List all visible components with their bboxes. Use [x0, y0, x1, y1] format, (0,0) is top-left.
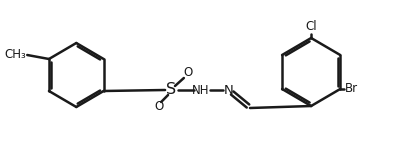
Text: Cl: Cl	[305, 20, 317, 33]
Text: CH₃: CH₃	[4, 47, 26, 60]
Text: O: O	[154, 100, 164, 114]
Text: N: N	[223, 83, 233, 97]
Text: NH: NH	[192, 83, 209, 97]
Text: Br: Br	[345, 83, 358, 95]
Text: O: O	[183, 67, 192, 79]
Text: S: S	[166, 83, 176, 97]
